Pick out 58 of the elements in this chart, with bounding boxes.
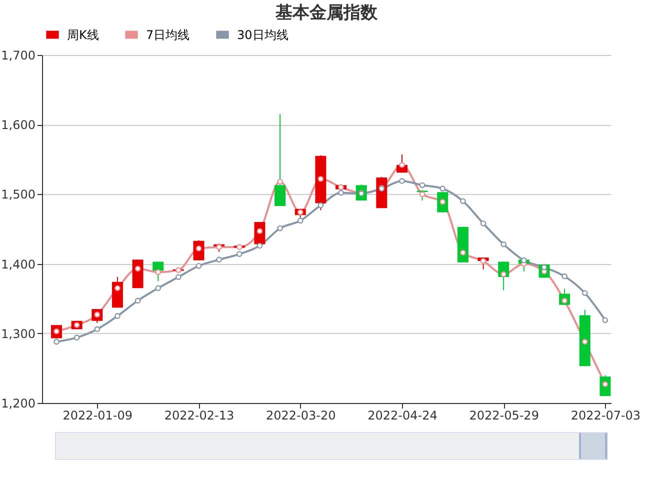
point [114,285,120,292]
x-tick-label: 2022-01-09 [62,408,133,422]
point [74,334,80,341]
point [256,242,263,249]
point [419,182,426,188]
point [399,162,405,168]
point [500,241,507,248]
x-tick-label: 2022-02-13 [164,408,234,422]
point [602,317,608,324]
point [318,176,324,182]
point [440,186,446,192]
point [562,273,568,280]
point [419,191,426,198]
x-tick-label: 2022-07-03 [570,408,641,422]
point [500,271,507,278]
x-tick-label: 2022-05-29 [469,408,539,422]
point [480,258,486,264]
point [155,269,162,276]
point [114,313,120,319]
point [520,257,527,264]
point [196,262,202,269]
point [318,202,324,208]
point [54,338,60,345]
point [134,298,141,304]
x-tick-label: 2022-03-20 [266,408,336,422]
candlestick [152,261,164,282]
point [297,218,304,224]
y-tick-label: 1,700 [1,48,36,62]
point [176,274,182,280]
point [216,244,222,250]
legend-label: 7日均线 [146,28,190,42]
point [582,338,588,345]
point [541,264,548,270]
y-tick-label: 1,200 [1,396,36,410]
point [582,290,588,296]
point [480,220,486,226]
point [155,285,162,292]
point [338,190,344,196]
point [216,256,222,263]
candlestick [274,114,286,207]
x-tick-label: 2022-04-24 [368,408,438,422]
legend-label: 30日均线 [237,28,288,42]
candlestick [416,190,428,201]
point [460,250,466,256]
point [236,251,242,257]
point [134,266,141,272]
point [460,198,466,204]
y-tick-label: 1,300 [1,326,36,341]
y-tick-label: 1,600 [1,118,36,132]
point [277,178,283,185]
y-tick-label: 1,500 [1,188,36,202]
point [277,225,283,232]
y-tick-label: 1,400 [1,257,36,272]
legend-label: 周K线 [67,28,99,42]
chart-title: 基本金属指数 [274,3,378,23]
point [399,178,405,184]
point [176,267,182,274]
point [94,326,100,332]
